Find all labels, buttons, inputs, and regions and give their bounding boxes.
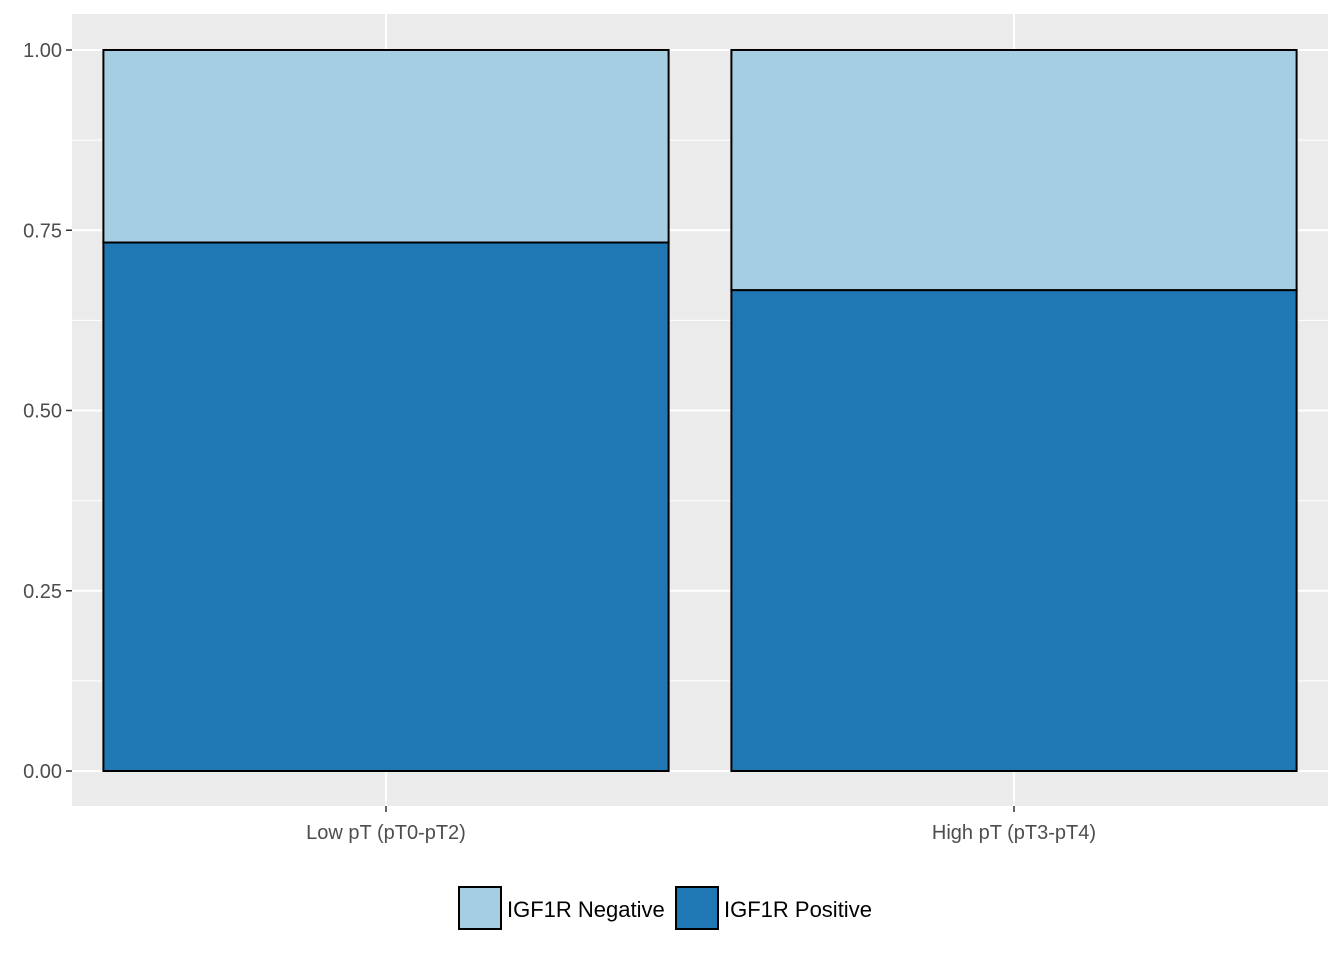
legend: IGF1R Negative IGF1R Positive: [458, 886, 872, 930]
y-axis: 0.00 0.25 0.50 0.75 1.00: [23, 40, 72, 783]
legend-label: IGF1R Positive: [724, 897, 872, 922]
legend-key: [458, 886, 502, 930]
y-tick-label: 0.25: [23, 581, 62, 603]
x-axis: Low pT (pT0-pT2) High pT (pT3-pT4): [306, 806, 1096, 844]
x-tick-label: Low pT (pT0-pT2): [306, 822, 466, 844]
y-tick-label: 0.50: [23, 401, 62, 423]
legend-label: IGF1R Negative: [507, 897, 665, 922]
bar-igf1r-positive: [730, 289, 1298, 772]
y-tick-label: 0.00: [23, 761, 62, 783]
bar-igf1r-positive: [102, 241, 670, 772]
legend-key: [675, 886, 719, 930]
y-tick-label: 1.00: [23, 40, 62, 62]
bars: [102, 49, 1298, 772]
bar-igf1r-negative: [730, 49, 1298, 292]
y-tick-label: 0.75: [23, 220, 62, 242]
bar-igf1r-negative: [102, 49, 670, 244]
x-tick-label: High pT (pT3-pT4): [932, 822, 1096, 844]
